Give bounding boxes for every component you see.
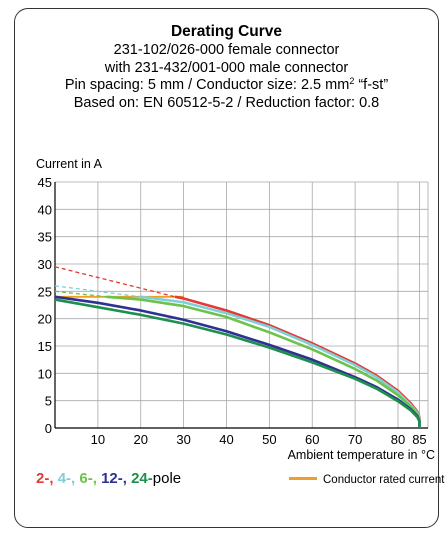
y-tick-label: 15 bbox=[38, 339, 52, 354]
subtitle-line-2: with 231-432/001-000 male connector bbox=[104, 59, 349, 76]
y-tick-label: 0 bbox=[45, 421, 52, 436]
x-tick-label: 85 bbox=[412, 432, 426, 447]
x-tick-label: 40 bbox=[219, 432, 233, 447]
legend-item-24-pole: 24- bbox=[131, 470, 153, 487]
legend-item-2-pole: 2-, bbox=[36, 470, 54, 487]
x-axis-title: Ambient temperature in °C bbox=[287, 448, 435, 462]
y-tick-label: 5 bbox=[45, 394, 52, 409]
series-line-6-dashed bbox=[54, 290, 107, 298]
x-tick-label: 70 bbox=[348, 432, 362, 447]
legend-rated-current: Conductor rated current bbox=[289, 474, 444, 486]
legend-suffix: pole bbox=[152, 470, 182, 487]
series-line-4-dashed bbox=[54, 285, 141, 298]
chart-header: Derating Curve 231-102/026-000 female co… bbox=[14, 22, 439, 112]
y-axis-title: Current in A bbox=[36, 157, 103, 171]
subtitle-line-4: Based on: EN 60512-5-2 / Reduction facto… bbox=[73, 94, 380, 111]
x-tick-label: 50 bbox=[262, 432, 276, 447]
subtitle-line-3: Pin spacing: 5 mm / Conductor size: 2.5 … bbox=[64, 76, 389, 94]
legend-item-4-pole: 4-, bbox=[57, 470, 76, 487]
legend-item-6-pole: 6-, bbox=[79, 470, 97, 487]
y-tick-label: 40 bbox=[38, 202, 52, 217]
legend-item-12-pole: 12-, bbox=[101, 470, 127, 487]
y-tick-label: 20 bbox=[38, 312, 52, 327]
x-tick-label: 20 bbox=[134, 432, 148, 447]
rated-current-label: Conductor rated current bbox=[323, 474, 445, 486]
x-tick-label: 60 bbox=[305, 432, 319, 447]
x-tick-label: 80 bbox=[391, 432, 405, 447]
series-line-4 bbox=[140, 295, 421, 428]
subtitle-line-1: 231-102/026-000 female connector bbox=[113, 42, 340, 58]
rated-current-swatch bbox=[289, 477, 317, 480]
y-tick-label: 35 bbox=[38, 230, 52, 245]
x-tick-label: 10 bbox=[91, 432, 105, 447]
chart-title: Derating Curve bbox=[170, 23, 283, 40]
y-tick-label: 30 bbox=[38, 257, 52, 272]
legend: 2-, 4-, 6-, 12-, 24-pole bbox=[36, 470, 181, 487]
series-line-2-dashed bbox=[54, 266, 176, 298]
series-line-2 bbox=[174, 295, 421, 428]
x-tick-label: 30 bbox=[176, 432, 190, 447]
y-tick-label: 25 bbox=[38, 284, 52, 299]
y-tick-label: 10 bbox=[38, 366, 52, 381]
series-line-24 bbox=[54, 298, 421, 428]
y-tick-label: 45 bbox=[38, 175, 52, 190]
